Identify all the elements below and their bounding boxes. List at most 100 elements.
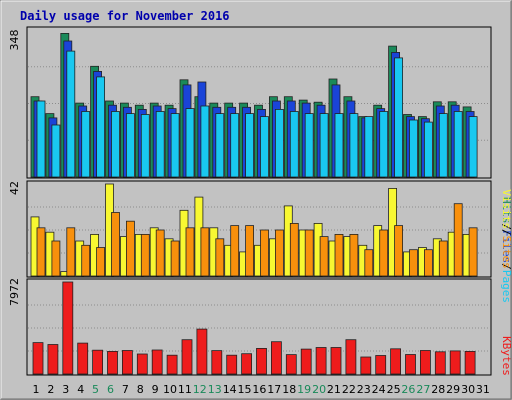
x-tick-day-19: 19 — [297, 383, 311, 396]
bar-kbytes-day-9 — [151, 349, 163, 375]
bar-pages-day-30 — [468, 116, 478, 178]
bar-pages-day-1 — [36, 100, 46, 178]
bar-sites-day-26 — [409, 249, 418, 277]
bar-sites-day-17 — [274, 229, 284, 277]
bar-pages-day-14 — [230, 113, 240, 178]
bar-kbytes-day-13 — [211, 350, 223, 375]
x-tick-day-26: 26 — [401, 383, 415, 396]
bar-pages-day-10 — [170, 113, 180, 178]
x-tick-day-21: 21 — [327, 383, 341, 396]
bar-pages-day-19 — [304, 113, 314, 178]
bar-pages-day-20 — [319, 113, 329, 178]
bar-pages-day-3 — [66, 50, 76, 178]
bar-kbytes-day-8 — [136, 353, 148, 375]
legend-entry-pages: Pages — [500, 270, 512, 303]
x-tick-day-15: 15 — [238, 383, 252, 396]
legend-entry-kbytes: KBytes — [500, 336, 512, 376]
bar-kbytes-day-5 — [92, 349, 103, 375]
x-tick-day-4: 4 — [77, 383, 84, 396]
bar-pages-day-26 — [409, 119, 418, 178]
bar-sites-day-9 — [155, 229, 165, 277]
bar-pages-day-5 — [96, 76, 105, 178]
bar-sites-day-22 — [349, 233, 359, 277]
bar-sites-day-16 — [260, 229, 269, 277]
bar-sites-day-6 — [111, 212, 120, 277]
bar-sites-day-2 — [51, 240, 61, 277]
bar-pages-day-4 — [81, 111, 91, 178]
x-tick-day-18: 18 — [282, 383, 296, 396]
x-tick-day-13: 13 — [208, 383, 222, 396]
legend-visits-sites: Visits/Sites — [500, 189, 512, 269]
bar-pages-day-7 — [126, 113, 135, 178]
legend-kbytes: KBytes — [500, 336, 512, 376]
x-tick-day-14: 14 — [223, 383, 237, 396]
x-tick-day-8: 8 — [137, 383, 144, 396]
bar-sites-day-4 — [81, 244, 91, 277]
bar-kbytes-day-29 — [449, 350, 461, 375]
legend-entry-files: Files — [500, 230, 512, 263]
x-tick-day-27: 27 — [416, 383, 430, 396]
legend-pages-files-hits: Hits/Files/Pages — [500, 197, 512, 303]
bar-pages-day-21 — [334, 113, 344, 178]
bar-sites-day-30 — [468, 227, 478, 277]
bar-pages-day-8 — [140, 114, 150, 178]
bar-kbytes-day-20 — [315, 347, 327, 375]
legend-entry-hits: Hits — [500, 197, 512, 224]
bar-kbytes-day-19 — [300, 348, 312, 375]
bar-kbytes-day-23 — [360, 356, 372, 375]
bar-pages-day-28 — [438, 113, 448, 178]
bar-kbytes-day-14 — [226, 354, 238, 375]
bar-pages-day-18 — [289, 111, 299, 178]
bar-pages-day-29 — [453, 111, 463, 178]
bar-sites-day-11 — [185, 227, 195, 277]
bar-sites-day-12 — [200, 227, 210, 277]
x-tick-day-28: 28 — [431, 383, 445, 396]
x-tick-day-31: 31 — [476, 383, 490, 396]
chart-title: Daily usage for November 2016 — [20, 9, 230, 23]
bar-pages-day-9 — [155, 111, 165, 178]
bar-kbytes-day-12 — [196, 328, 208, 375]
bar-sites-day-10 — [170, 240, 180, 277]
bar-kbytes-day-16 — [256, 347, 267, 375]
x-tick-day-9: 9 — [152, 383, 159, 396]
legend-entry-separator: / — [500, 229, 512, 236]
bar-kbytes-day-10 — [166, 354, 178, 375]
bar-sites-day-8 — [140, 233, 150, 277]
bar-sites-day-5 — [96, 247, 105, 277]
bar-sites-day-21 — [334, 233, 344, 277]
bar-sites-day-29 — [453, 203, 463, 277]
bar-pages-day-24 — [379, 111, 389, 178]
bar-kbytes-day-3 — [62, 281, 74, 375]
bar-kbytes-day-21 — [330, 347, 342, 375]
max-label-pages-files-hits: 348 — [8, 30, 21, 51]
x-tick-day-25: 25 — [387, 383, 401, 396]
bar-pages-day-13 — [215, 113, 225, 178]
x-tick-day-20: 20 — [312, 383, 326, 396]
bar-pages-day-2 — [51, 124, 61, 178]
max-label-visits-sites: 42 — [8, 181, 21, 195]
bar-kbytes-day-1 — [32, 342, 44, 375]
bar-sites-day-25 — [394, 225, 404, 277]
bar-kbytes-day-15 — [241, 353, 253, 375]
x-tick-day-24: 24 — [372, 383, 386, 396]
bar-sites-day-18 — [289, 222, 299, 277]
bar-sites-day-3 — [66, 227, 76, 277]
bar-pages-day-11 — [185, 108, 195, 178]
x-tick-day-6: 6 — [107, 383, 114, 396]
bar-kbytes-day-27 — [419, 350, 431, 375]
x-tick-day-30: 30 — [461, 383, 475, 396]
x-tick-labels: 1 2 3 4 5 6 7 8 9 10 11 12 13 14 15 16 17 18 19 20 21 22 23 24 2… — [33, 383, 490, 396]
x-tick-day-5: 5 — [92, 383, 99, 396]
bar-kbytes-day-30 — [464, 350, 476, 375]
x-tick-day-3: 3 — [62, 383, 69, 396]
x-tick-day-7: 7 — [122, 383, 129, 396]
bar-sites-day-1 — [36, 227, 46, 277]
bar-kbytes-day-7 — [122, 350, 133, 375]
bar-kbytes-day-26 — [405, 354, 416, 375]
bar-pages-day-23 — [364, 116, 374, 178]
bar-sites-day-28 — [438, 240, 448, 277]
bar-kbytes-day-22 — [345, 339, 357, 375]
bar-sites-day-13 — [215, 238, 225, 277]
